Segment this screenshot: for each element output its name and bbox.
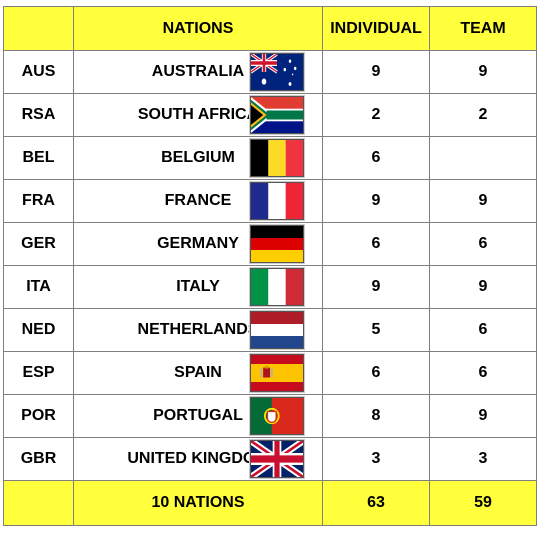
nation-cell: ITALY bbox=[73, 265, 323, 309]
nation-cell: AUSTRALIA bbox=[73, 50, 323, 94]
nation-cell: PORTUGAL bbox=[73, 394, 323, 438]
nation-name: PORTUGAL bbox=[153, 407, 243, 424]
team-value: 9 bbox=[429, 265, 537, 309]
team-value: 9 bbox=[429, 179, 537, 223]
table-row: POR PORTUGAL 8 9 bbox=[3, 394, 537, 438]
country-code: ITA bbox=[3, 265, 74, 309]
team-value: 6 bbox=[429, 308, 537, 352]
belgium-flag-icon bbox=[250, 139, 304, 177]
nation-name: NETHERLANDS bbox=[137, 321, 259, 338]
nation-cell: FRANCE bbox=[73, 179, 323, 223]
nation-name: BELGIUM bbox=[161, 149, 235, 166]
individual-value: 3 bbox=[322, 437, 430, 481]
nation-cell: SOUTH AFRICA bbox=[73, 93, 323, 137]
nation-name: GERMANY bbox=[157, 235, 239, 252]
spain-flag-icon bbox=[250, 354, 304, 392]
totals-label: 10 NATIONS bbox=[73, 480, 323, 526]
south-africa-flag-icon bbox=[250, 96, 304, 134]
team-value: 6 bbox=[429, 222, 537, 266]
united-kingdom-flag-icon bbox=[250, 440, 304, 478]
nation-name: AUSTRALIA bbox=[151, 63, 245, 80]
table-row: RSA SOUTH AFRICA 2 2 bbox=[3, 93, 537, 137]
individual-value: 5 bbox=[322, 308, 430, 352]
header-code bbox=[3, 6, 74, 51]
table-row: NED NETHERLANDS 5 6 bbox=[3, 308, 537, 352]
nation-cell: BELGIUM bbox=[73, 136, 323, 180]
team-value: 9 bbox=[429, 50, 537, 94]
team-value: 3 bbox=[429, 437, 537, 481]
nation-cell: UNITED KINGDOM bbox=[73, 437, 323, 481]
team-value: 9 bbox=[429, 394, 537, 438]
nations-table: NATIONS INDIVIDUAL TEAM AUS AUSTRALIA bbox=[3, 6, 537, 526]
table-row: ITA ITALY 9 9 bbox=[3, 265, 537, 309]
table-row: AUS AUSTRALIA bbox=[3, 50, 537, 94]
totals-row: 10 NATIONS 63 59 bbox=[3, 480, 537, 526]
country-code: NED bbox=[3, 308, 74, 352]
nation-name: UNITED KINGDOM bbox=[127, 450, 269, 467]
individual-value: 9 bbox=[322, 179, 430, 223]
header-nations: NATIONS bbox=[73, 6, 323, 51]
team-value: 6 bbox=[429, 351, 537, 395]
nation-name: SPAIN bbox=[174, 364, 222, 381]
country-code: POR bbox=[3, 394, 74, 438]
table-row: ESP SPAIN 6 6 bbox=[3, 351, 537, 395]
table-row: GER GERMANY 6 6 bbox=[3, 222, 537, 266]
header-row: NATIONS INDIVIDUAL TEAM bbox=[3, 6, 537, 51]
individual-value: 8 bbox=[322, 394, 430, 438]
nation-cell: NETHERLANDS bbox=[73, 308, 323, 352]
nation-name: FRANCE bbox=[164, 192, 232, 209]
nation-cell: SPAIN bbox=[73, 351, 323, 395]
individual-value: 6 bbox=[322, 222, 430, 266]
country-code: GER bbox=[3, 222, 74, 266]
country-code: GBR bbox=[3, 437, 74, 481]
team-total: 59 bbox=[429, 480, 537, 526]
team-value bbox=[429, 136, 537, 180]
header-team: TEAM bbox=[429, 6, 537, 51]
totals-code-cell bbox=[3, 480, 74, 526]
individual-value: 2 bbox=[322, 93, 430, 137]
table-row: GBR UNITED KINGDOM 3 3 bbox=[3, 437, 537, 481]
netherlands-flag-icon bbox=[250, 311, 304, 349]
nation-cell: GERMANY bbox=[73, 222, 323, 266]
country-code: AUS bbox=[3, 50, 74, 94]
country-code: FRA bbox=[3, 179, 74, 223]
nation-name: ITALY bbox=[176, 278, 220, 295]
individual-value: 9 bbox=[322, 50, 430, 94]
individual-value: 6 bbox=[322, 136, 430, 180]
table-row: FRA FRANCE 9 9 bbox=[3, 179, 537, 223]
australia-flag-icon bbox=[250, 53, 304, 91]
country-code: RSA bbox=[3, 93, 74, 137]
germany-flag-icon bbox=[250, 225, 304, 263]
country-code: ESP bbox=[3, 351, 74, 395]
table-row: BEL BELGIUM 6 bbox=[3, 136, 537, 180]
country-code: BEL bbox=[3, 136, 74, 180]
nation-name: SOUTH AFRICA bbox=[137, 106, 259, 123]
individual-total: 63 bbox=[322, 480, 430, 526]
header-individual: INDIVIDUAL bbox=[322, 6, 430, 51]
team-value: 2 bbox=[429, 93, 537, 137]
individual-value: 6 bbox=[322, 351, 430, 395]
portugal-flag-icon bbox=[250, 397, 304, 435]
italy-flag-icon bbox=[250, 268, 304, 306]
individual-value: 9 bbox=[322, 265, 430, 309]
france-flag-icon bbox=[250, 182, 304, 220]
